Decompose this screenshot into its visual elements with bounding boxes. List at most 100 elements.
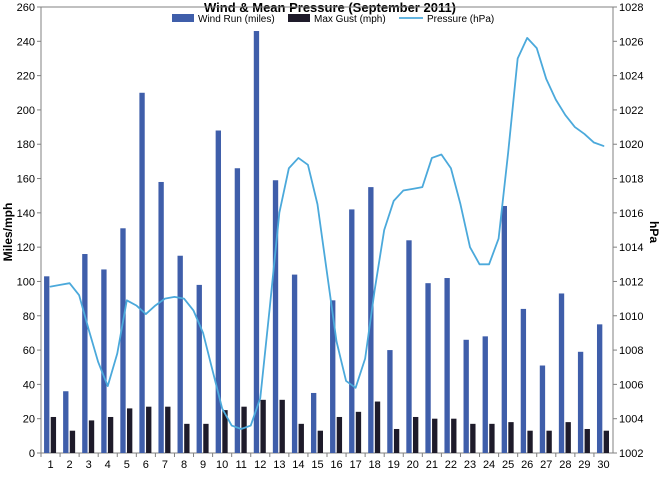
max-gust-bar (203, 423, 209, 453)
max-gust-bar (546, 430, 552, 453)
legend-label-max: Max Gust (mph) (314, 14, 386, 25)
y2-tick-label: 1028 (619, 2, 643, 14)
x-tick-label: 3 (86, 459, 92, 471)
y-tick-label: 0 (29, 448, 35, 460)
wind-run-bar (158, 181, 164, 453)
x-tick-label: 26 (521, 459, 533, 471)
x-tick-label: 14 (292, 459, 304, 471)
wind-run-bar (177, 255, 183, 453)
x-tick-label: 24 (483, 459, 495, 471)
wind-run-bar (444, 278, 450, 453)
max-gust-bar (50, 416, 57, 453)
x-tick-label: 23 (464, 459, 476, 471)
wind-run-bar (387, 350, 393, 453)
max-gust-bar (603, 430, 609, 453)
max-gust-bar (508, 422, 514, 453)
x-tick-label: 16 (330, 459, 342, 471)
max-gust-bar (88, 420, 95, 453)
wind-run-bar (291, 274, 298, 453)
y-tick-label: 20 (23, 414, 35, 426)
y-tick-label: 260 (17, 2, 35, 14)
wind-run-bar (63, 391, 69, 453)
wind-run-bar (577, 351, 584, 453)
max-gust-bar (470, 423, 476, 453)
wind-run-bar (272, 180, 279, 453)
x-tick-label: 11 (235, 459, 246, 471)
wind-run-bar (44, 276, 50, 453)
x-tick-label: 12 (254, 459, 266, 471)
max-gust-bar (165, 406, 171, 453)
wind-run-bar (234, 168, 241, 453)
y2-tick-label: 1024 (619, 71, 643, 83)
wind-run-bar (215, 130, 221, 453)
x-tick-label: 4 (105, 459, 111, 471)
max-gust-bar (393, 428, 400, 453)
x-tick-label: 7 (162, 459, 168, 471)
wind-run-bar (139, 92, 145, 454)
max-gust-bar (126, 408, 133, 453)
x-tick-label: 17 (349, 459, 361, 471)
pressure-line (49, 36, 605, 430)
y2-tick-label: 1020 (619, 139, 643, 151)
x-tick-label: 1 (47, 459, 53, 471)
wind-run-bar (310, 392, 317, 453)
y-tick-label: 100 (17, 276, 35, 288)
x-tick-label: 18 (369, 459, 381, 471)
wind-run-bar (596, 324, 603, 453)
plot-area: 0204060801001201401601802002202402601002… (17, 2, 644, 471)
y-tick-label: 160 (17, 174, 35, 186)
x-tick-label: 2 (67, 459, 73, 471)
y2-tick-label: 1026 (619, 36, 643, 48)
wind-run-bar (482, 336, 488, 453)
max-gust-bar (146, 406, 152, 453)
wind-run-bar (196, 284, 202, 453)
y-tick-label: 60 (23, 345, 35, 357)
y-tick-label: 140 (17, 208, 35, 220)
wind-run-bar (463, 339, 469, 453)
legend-swatch-wind (172, 14, 194, 22)
max-gust-bar (69, 430, 76, 453)
max-gust-bar (260, 399, 266, 453)
x-tick-label: 9 (200, 459, 206, 471)
x-tick-label: 29 (578, 459, 590, 471)
max-gust-bar (412, 416, 419, 453)
y-tick-label: 200 (17, 105, 35, 117)
y-tick-label: 40 (23, 379, 35, 391)
wind-run-bar (425, 283, 431, 453)
max-gust-bar (241, 406, 247, 453)
x-tick-label: 6 (143, 459, 149, 471)
wind-run-bar (520, 308, 527, 453)
x-tick-label: 19 (388, 459, 400, 471)
y-tick-label: 120 (17, 242, 35, 254)
legend: Wind Run (miles) Max Gust (mph) Pressure (… (172, 14, 494, 25)
x-tick-label: 13 (273, 459, 285, 471)
max-gust-bar (374, 401, 381, 453)
y2-tick-label: 1006 (619, 379, 643, 391)
x-tick-label: 21 (426, 459, 438, 471)
max-gust-bar (184, 423, 190, 453)
max-gust-bar (451, 418, 457, 453)
y2-tick-label: 1014 (619, 242, 643, 254)
x-tick-label: 25 (502, 459, 514, 471)
max-gust-bar (565, 422, 571, 453)
y2-axis-title: hPa (647, 221, 661, 243)
y2-tick-label: 1004 (619, 414, 643, 426)
y-tick-label: 240 (17, 36, 35, 48)
legend-label-pressure: Pressure (hPa) (427, 14, 494, 25)
max-gust-bar (336, 416, 343, 453)
wind-run-bar (501, 205, 507, 453)
y2-tick-label: 1018 (619, 174, 643, 186)
wind-run-bar (330, 300, 336, 453)
wind-run-bar (82, 254, 88, 453)
x-tick-label: 10 (216, 459, 228, 471)
wind-run-bar (120, 228, 126, 453)
y2-tick-label: 1010 (619, 311, 643, 323)
wind-run-bar (558, 293, 565, 453)
max-gust-bar (317, 430, 323, 453)
legend-label-wind: Wind Run (miles) (198, 14, 275, 25)
x-tick-label: 22 (445, 459, 457, 471)
y2-tick-label: 1008 (619, 345, 643, 357)
wind-run-bar (406, 240, 412, 453)
x-tick-label: 5 (124, 459, 130, 471)
wind-run-bar (349, 209, 355, 453)
